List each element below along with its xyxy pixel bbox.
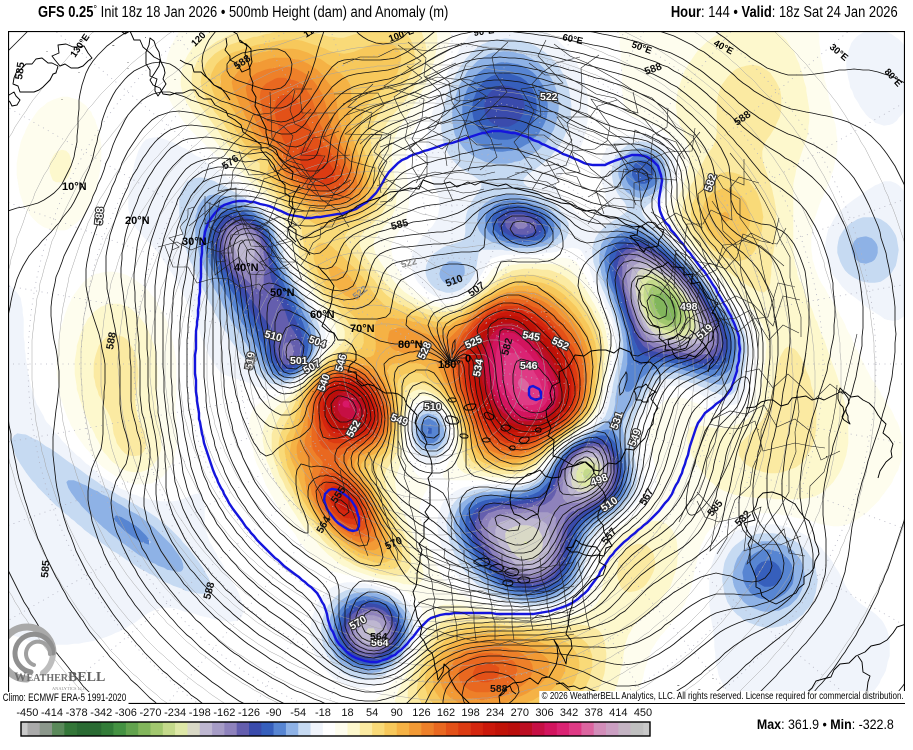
svg-text:519: 519 bbox=[243, 351, 258, 370]
svg-text:30°N: 30°N bbox=[182, 236, 207, 248]
svg-text:180°: 180° bbox=[438, 359, 461, 371]
svg-text:60°N: 60°N bbox=[310, 309, 335, 321]
svg-text:546: 546 bbox=[520, 360, 538, 372]
svg-text:20°N: 20°N bbox=[125, 215, 150, 227]
svg-text:564: 564 bbox=[371, 637, 389, 649]
svg-text:501: 501 bbox=[290, 355, 308, 367]
svg-text:546: 546 bbox=[333, 353, 349, 373]
svg-text:588: 588 bbox=[104, 331, 119, 350]
svg-text:588: 588 bbox=[93, 207, 106, 226]
svg-text:0: 0 bbox=[465, 353, 471, 365]
svg-text:522: 522 bbox=[400, 256, 418, 271]
svg-text:498: 498 bbox=[680, 301, 698, 313]
svg-text:80°N: 80°N bbox=[398, 339, 423, 351]
svg-text:90°E: 90°E bbox=[473, 31, 495, 39]
svg-text:588: 588 bbox=[201, 581, 217, 601]
svg-text:540: 540 bbox=[316, 372, 333, 393]
svg-text:WEATHERBELL: WEATHERBELL bbox=[14, 670, 105, 685]
svg-text:510: 510 bbox=[444, 272, 465, 289]
svg-text:588: 588 bbox=[643, 60, 664, 77]
svg-text:545: 545 bbox=[521, 329, 540, 344]
svg-text:50°N: 50°N bbox=[270, 287, 295, 299]
svg-text:ANALYTICS LLC: ANALYTICS LLC bbox=[52, 686, 86, 691]
svg-text:588: 588 bbox=[490, 683, 508, 695]
svg-text:585: 585 bbox=[39, 560, 52, 579]
svg-text:534: 534 bbox=[471, 358, 486, 377]
svg-text:585: 585 bbox=[13, 61, 27, 80]
svg-text:40°N: 40°N bbox=[234, 262, 259, 274]
svg-text:510: 510 bbox=[424, 401, 442, 413]
svg-text:60°E: 60°E bbox=[561, 32, 584, 47]
svg-text:564: 564 bbox=[370, 631, 388, 643]
svg-text:522: 522 bbox=[540, 91, 558, 103]
svg-text:585: 585 bbox=[390, 217, 410, 233]
svg-text:510: 510 bbox=[263, 328, 283, 344]
svg-text:582: 582 bbox=[499, 337, 515, 357]
svg-text:10°N: 10°N bbox=[62, 181, 87, 193]
svg-text:70°N: 70°N bbox=[350, 323, 375, 335]
